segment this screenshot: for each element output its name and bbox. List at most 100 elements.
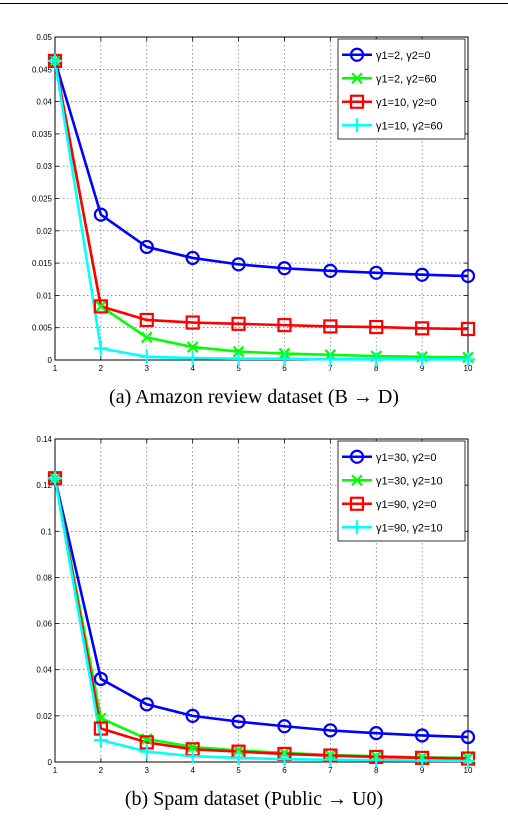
chart-b-xtick-label-0: 1 <box>53 766 58 775</box>
chart-a-series-markers-3 <box>48 53 475 367</box>
chart-b-point-3-3 <box>185 749 200 764</box>
chart-b-ytick-label-6: 0.12 <box>36 481 52 490</box>
chart-b-ytick-label-7: 0.14 <box>36 435 52 444</box>
chart-a-point-3-3 <box>185 351 200 366</box>
chart-b-xtick-label-7: 8 <box>374 766 379 775</box>
chart-b-series-line-3 <box>53 477 469 763</box>
chart-a-legend-label-3: γ1=10, γ2=60 <box>376 120 443 132</box>
chart-a-point-3-8 <box>415 352 430 367</box>
chart-a-point-2-8 <box>415 321 430 336</box>
chart-b-caption: (b) Spam dataset (Public → U0) <box>124 788 384 810</box>
chart-a-legend-label-2: γ1=10, γ2=0 <box>376 97 437 109</box>
chart-a-ytick-label-4: 0.02 <box>36 227 52 236</box>
chart-a-ytick-label-0: 0 <box>48 356 53 365</box>
chart-b-point-0-4 <box>231 714 246 729</box>
chart-b-point-3-5 <box>277 752 292 767</box>
chart-a-series-line-2 <box>53 60 469 331</box>
chart-b-legend-marker-2 <box>349 496 365 511</box>
chart-a-point-1-4 <box>232 345 245 358</box>
chart-a-series-line-1 <box>53 60 469 359</box>
chart-b-point-0-5 <box>277 719 292 734</box>
chart-a-point-2-3 <box>185 315 200 330</box>
chart-b-legend-label-1: γ1=30, γ2=10 <box>376 475 443 487</box>
chart-b-legend-label-0: γ1=30, γ2=0 <box>376 452 437 464</box>
chart-a-point-3-5 <box>277 351 292 366</box>
chart-a-legend-marker-3 <box>350 118 364 133</box>
top-rule <box>0 3 508 4</box>
chart-a-ytick-label-8: 0.04 <box>36 98 52 107</box>
chart-a-xtick-label-7: 8 <box>374 364 379 373</box>
chart-b-axes-frame <box>54 438 469 763</box>
chart-a-point-0-5 <box>277 261 292 276</box>
chart-a-point-3-0 <box>48 53 62 68</box>
chart-b-legend-label-2: γ1=90, γ2=0 <box>376 499 437 511</box>
chart-a-point-3-7 <box>369 352 384 367</box>
chart-a-point-0-7 <box>369 265 384 280</box>
chart-a-xtick-label-0: 1 <box>53 364 58 373</box>
chart-b-xtick-label-3: 4 <box>190 766 195 775</box>
chart-b-point-3-0 <box>48 471 62 486</box>
chart-a-legend-marker-0 <box>349 47 365 62</box>
chart-a-point-3-9 <box>461 352 475 367</box>
chart-a-point-3-1 <box>93 341 108 356</box>
chart-a-point-2-9 <box>460 321 476 337</box>
chart-b-ytick-label-0: 0 <box>48 758 53 767</box>
chart-b-point-3-9 <box>461 753 475 768</box>
chart-a-point-1-3 <box>186 341 199 353</box>
chart-b-point-3-4 <box>231 750 246 765</box>
chart-a-ytick-label-5: 0.025 <box>32 195 53 204</box>
chart-b-xtick-label-2: 3 <box>145 766 150 775</box>
chart-a-point-3-4 <box>231 351 246 366</box>
chart-a-xtick-label-5: 6 <box>282 364 287 373</box>
chart-a-point-0-9 <box>460 268 476 284</box>
chart-a-point-0-2 <box>139 239 154 255</box>
chart-a-legend-label-0: γ1=2, γ2=0 <box>376 50 430 62</box>
chart-b-ytick-label-4: 0.08 <box>36 573 52 582</box>
chart-a-xtick-label-1: 2 <box>99 364 104 373</box>
chart-b-point-0-7 <box>369 726 384 741</box>
chart-b-point-0-1 <box>93 671 108 687</box>
chart-b-xtick-label-5: 6 <box>282 766 287 775</box>
chart-b-point-0-9 <box>460 729 476 745</box>
chart-b-series-line-2 <box>53 477 469 760</box>
chart-a-point-0-6 <box>323 263 338 278</box>
chart-a-point-2-7 <box>369 319 384 335</box>
chart-b-xtick-label-4: 5 <box>236 766 241 775</box>
chart-b-series-line-0 <box>53 477 469 739</box>
chart-b-point-3-8 <box>415 753 430 768</box>
chart-b-point-0-6 <box>323 723 338 738</box>
chart-b-point-0-3 <box>185 708 200 723</box>
chart-a-point-3-2 <box>139 349 154 364</box>
chart-b-point-3-1 <box>93 733 108 748</box>
chart-a-xtick-label-4: 5 <box>236 364 241 373</box>
chart-a-point-2-5 <box>277 318 292 333</box>
chart-a-point-0-3 <box>185 250 200 266</box>
chart-b-ytick-label-2: 0.04 <box>36 666 52 675</box>
chart-b-legend-marker-0 <box>349 449 365 464</box>
chart-a-ytick-label-6: 0.03 <box>36 162 52 171</box>
chart-a-svg: 1 2 3 4 5 6 7 8 9 10 0 0.005 0.01 0.015 0.02 0.025 0.03 0… <box>32 33 476 373</box>
chart-a-point-1-2 <box>141 331 153 344</box>
chart-b-point-0-2 <box>139 697 154 712</box>
chart-b-ytick-label-5: 0.1 <box>41 527 53 536</box>
chart-a-legend-marker-1 <box>351 72 363 85</box>
chart-a-ytick-label-1: 0.005 <box>32 324 53 333</box>
chart-a-point-0-8 <box>415 267 430 282</box>
chart-a-ytick-label-7: 0.035 <box>32 130 53 139</box>
chart-a-xtick-label-9: 10 <box>464 364 473 373</box>
chart-b-xtick-label-6: 7 <box>328 766 333 775</box>
chart-a-ytick-label-10: 0.05 <box>36 33 52 42</box>
chart-a-point-2-1 <box>93 299 108 314</box>
chart-b-svg: 1 2 3 4 5 6 7 8 9 10 0 0.02 0.04 0.06 0.08 0.1 0.12 0.14 γ… <box>36 435 476 775</box>
chart-b-ytick-label-1: 0.02 <box>36 712 52 721</box>
chart-a-ytick-label-3: 0.015 <box>32 259 53 268</box>
chart-panel-b: 1 2 3 4 5 6 7 8 9 10 0 0.02 0.04 0.06 0.08 0.1 0.12 0.14 γ… <box>0 432 508 818</box>
chart-a-point-0-1 <box>93 207 108 222</box>
chart-a-caption: (a) Amazon review dataset (B → D) <box>109 386 399 408</box>
chart-panel-a: 1 2 3 4 5 6 7 8 9 10 0 0.005 0.01 0.015 0.02 0.025 0.03 0… <box>0 30 508 420</box>
chart-b-point-1-4 <box>232 744 245 757</box>
chart-b-legend-label-3: γ1=90, γ2=10 <box>376 522 443 534</box>
chart-a-legend-label-1: γ1=2, γ2=60 <box>376 73 437 85</box>
chart-a-point-2-6 <box>323 319 338 334</box>
chart-a-legend-marker-2 <box>349 94 365 109</box>
